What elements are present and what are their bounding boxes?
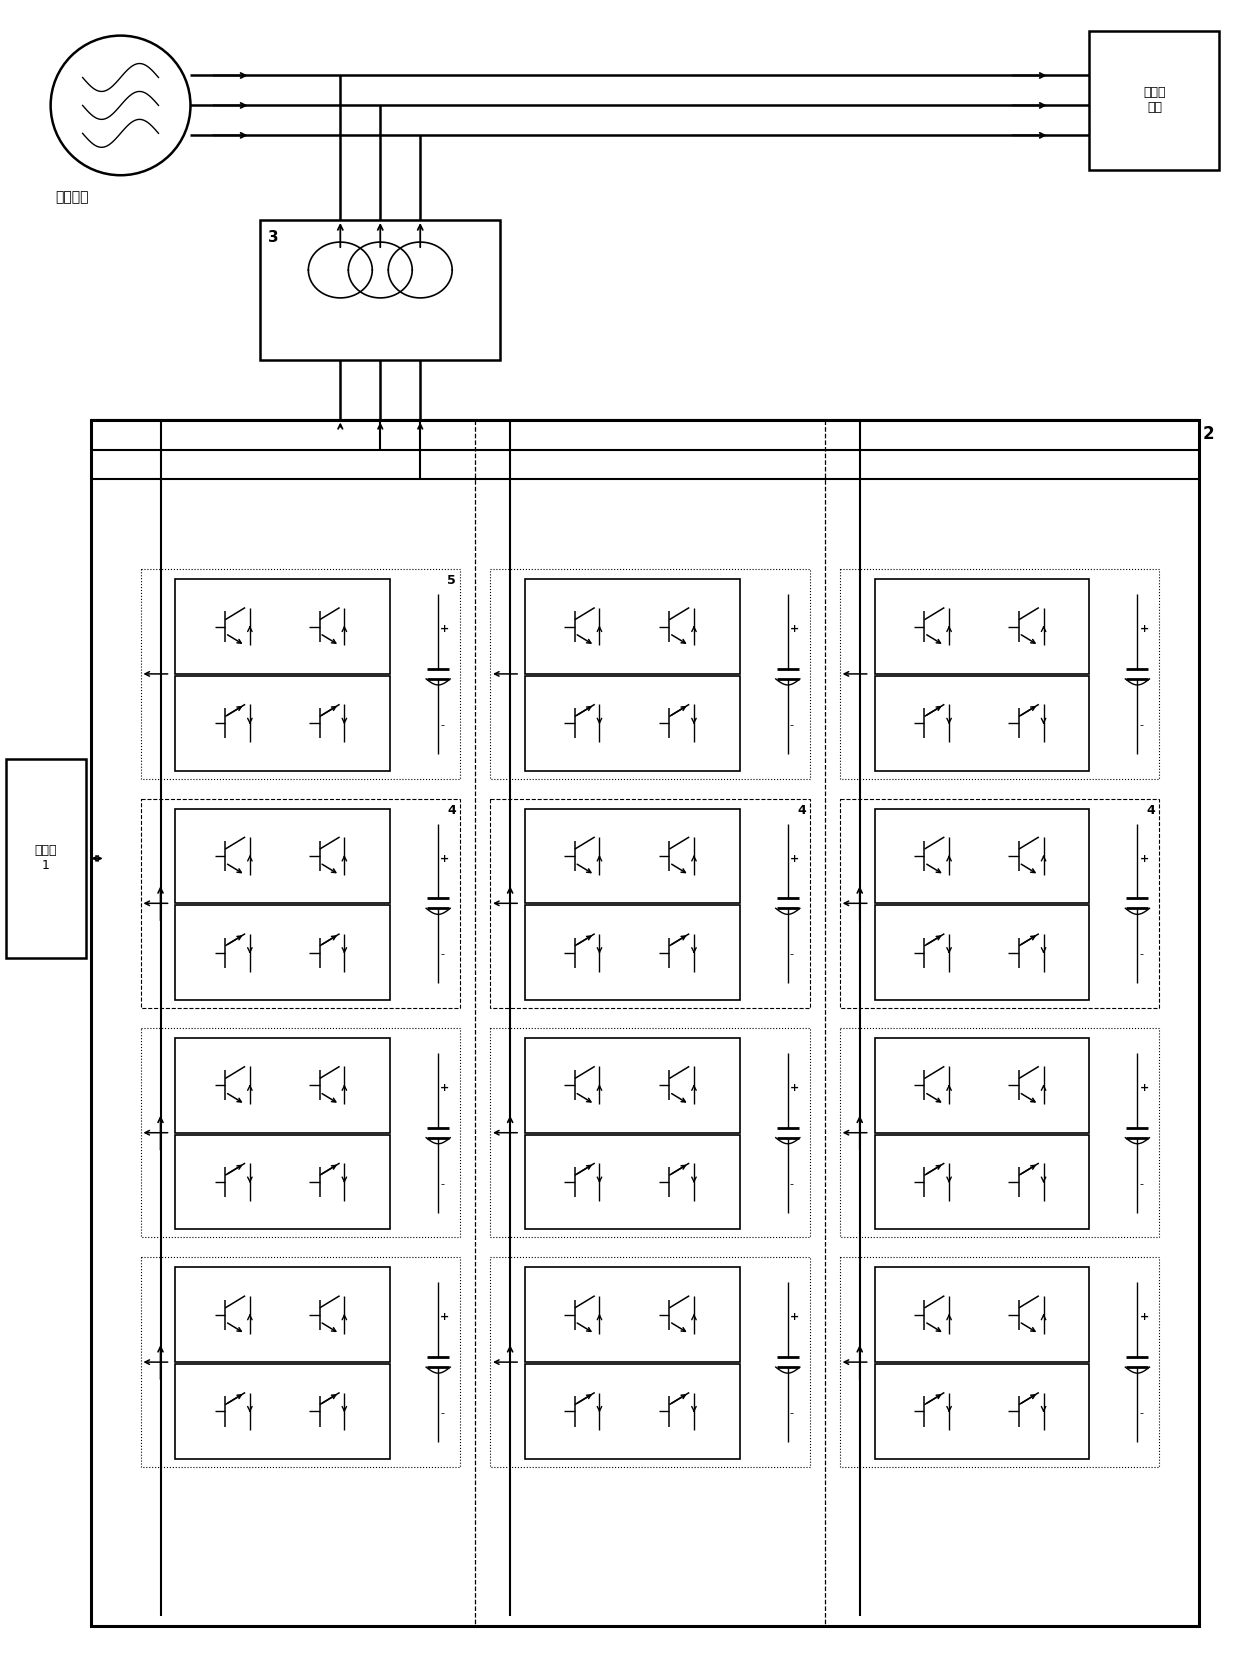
Bar — [176, 1364, 391, 1459]
Bar — [176, 1135, 391, 1230]
Text: -: - — [1140, 950, 1143, 960]
Text: 4: 4 — [1147, 803, 1156, 817]
Text: -: - — [440, 1409, 444, 1419]
Text: -: - — [1140, 720, 1143, 730]
Bar — [176, 905, 391, 1000]
Bar — [140, 568, 460, 778]
Text: -: - — [440, 950, 444, 960]
Bar — [176, 578, 391, 673]
Text: 5: 5 — [448, 573, 456, 587]
Text: +: + — [440, 854, 449, 864]
Bar — [1090, 30, 1219, 170]
Bar — [874, 1267, 1090, 1362]
Text: +: + — [790, 1084, 799, 1094]
Bar — [140, 1257, 460, 1467]
Bar — [874, 1135, 1090, 1230]
Text: +: + — [1140, 1312, 1148, 1322]
Bar — [176, 675, 391, 770]
Bar — [91, 420, 1199, 1627]
Bar — [874, 1364, 1090, 1459]
Text: +: + — [440, 1312, 449, 1322]
Text: -: - — [790, 1409, 794, 1419]
Bar — [525, 1364, 740, 1459]
Text: +: + — [1140, 1084, 1148, 1094]
Text: -: - — [440, 720, 444, 730]
Bar — [525, 1039, 740, 1132]
Bar — [874, 1039, 1090, 1132]
Bar — [525, 808, 740, 904]
Text: -: - — [790, 1179, 794, 1189]
Bar — [525, 578, 740, 673]
Text: 非线性
负载: 非线性 负载 — [1143, 87, 1166, 115]
Bar — [490, 798, 810, 1009]
Text: +: + — [440, 1084, 449, 1094]
Text: -: - — [790, 720, 794, 730]
Text: 2: 2 — [1203, 425, 1214, 442]
Bar — [140, 1029, 460, 1237]
Bar — [839, 568, 1159, 778]
Text: -: - — [440, 1179, 444, 1189]
Bar — [176, 1039, 391, 1132]
Bar — [839, 798, 1159, 1009]
Bar — [874, 808, 1090, 904]
Bar — [874, 905, 1090, 1000]
Text: -: - — [1140, 1409, 1143, 1419]
Bar — [260, 220, 500, 360]
Bar — [176, 1267, 391, 1362]
Bar — [6, 758, 86, 959]
Text: +: + — [790, 854, 799, 864]
Text: +: + — [1140, 623, 1148, 633]
Text: 4: 4 — [797, 803, 806, 817]
Bar — [874, 675, 1090, 770]
Bar — [525, 1135, 740, 1230]
Bar — [490, 568, 810, 778]
Bar — [525, 1267, 740, 1362]
Text: +: + — [790, 1312, 799, 1322]
Text: 4: 4 — [448, 803, 456, 817]
Bar — [874, 578, 1090, 673]
Text: 控制器
1: 控制器 1 — [35, 845, 57, 872]
Bar — [176, 808, 391, 904]
Text: +: + — [1140, 854, 1148, 864]
Bar — [525, 905, 740, 1000]
Bar — [140, 798, 460, 1009]
Bar — [839, 1257, 1159, 1467]
Text: 3: 3 — [268, 230, 279, 245]
Text: -: - — [1140, 1179, 1143, 1189]
Text: -: - — [790, 950, 794, 960]
Text: +: + — [440, 623, 449, 633]
Text: 交流电网: 交流电网 — [56, 190, 89, 203]
Bar — [525, 675, 740, 770]
Text: +: + — [790, 623, 799, 633]
Bar — [839, 1029, 1159, 1237]
Bar — [490, 1029, 810, 1237]
Bar — [490, 1257, 810, 1467]
